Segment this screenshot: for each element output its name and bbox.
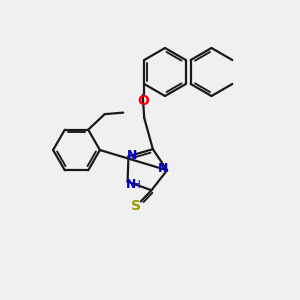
Text: N: N [158, 162, 168, 175]
Text: N: N [125, 178, 136, 191]
Text: H: H [133, 180, 141, 190]
Text: O: O [137, 94, 149, 107]
Text: N: N [127, 149, 138, 162]
Text: S: S [131, 199, 142, 213]
